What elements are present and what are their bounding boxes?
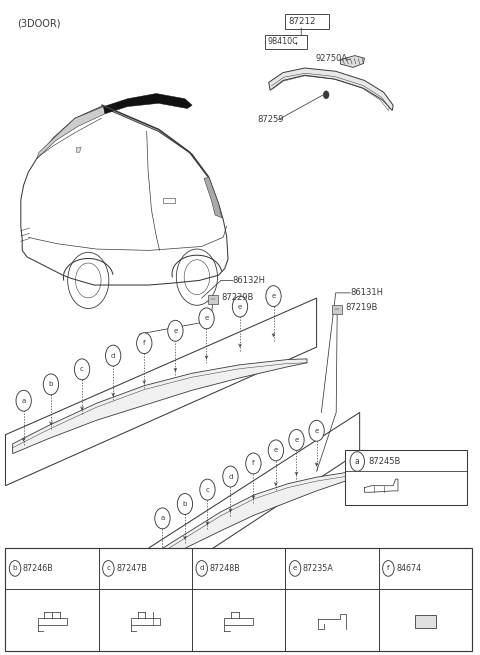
Text: e: e bbox=[293, 565, 297, 571]
Circle shape bbox=[74, 359, 90, 380]
Circle shape bbox=[289, 430, 304, 451]
Bar bbox=[163, 198, 175, 203]
Circle shape bbox=[43, 374, 59, 395]
Circle shape bbox=[200, 479, 215, 500]
Text: (3DOOR): (3DOOR) bbox=[17, 19, 61, 29]
Text: e: e bbox=[204, 315, 209, 322]
Bar bbox=[208, 295, 217, 304]
Circle shape bbox=[223, 466, 238, 487]
Circle shape bbox=[232, 296, 248, 317]
Polygon shape bbox=[340, 56, 364, 67]
Polygon shape bbox=[269, 68, 393, 111]
Text: b: b bbox=[183, 501, 187, 507]
Text: f: f bbox=[252, 460, 255, 466]
Circle shape bbox=[168, 320, 183, 341]
Text: 84674: 84674 bbox=[396, 564, 421, 573]
Bar bbox=[5, 548, 472, 651]
Polygon shape bbox=[204, 177, 222, 217]
Text: 98410C: 98410C bbox=[268, 37, 299, 47]
Circle shape bbox=[323, 91, 329, 99]
Text: 87247B: 87247B bbox=[116, 564, 147, 573]
Bar bbox=[131, 618, 160, 625]
Text: 87219B: 87219B bbox=[345, 303, 378, 312]
Text: 87248B: 87248B bbox=[209, 564, 240, 573]
Text: e: e bbox=[238, 303, 242, 310]
Circle shape bbox=[268, 440, 284, 461]
Text: 87212: 87212 bbox=[288, 17, 316, 26]
Circle shape bbox=[137, 333, 152, 354]
FancyBboxPatch shape bbox=[265, 35, 307, 49]
Text: a: a bbox=[355, 457, 360, 466]
Polygon shape bbox=[12, 359, 307, 454]
Polygon shape bbox=[76, 147, 81, 153]
Polygon shape bbox=[36, 107, 105, 159]
Text: c: c bbox=[205, 487, 209, 493]
Circle shape bbox=[155, 508, 170, 529]
Polygon shape bbox=[153, 472, 355, 565]
Circle shape bbox=[199, 308, 214, 329]
Text: 87229B: 87229B bbox=[222, 293, 254, 302]
Circle shape bbox=[309, 421, 324, 441]
Text: 87245B: 87245B bbox=[368, 457, 401, 466]
Circle shape bbox=[266, 286, 281, 307]
Bar bbox=[37, 618, 67, 625]
Text: f: f bbox=[143, 340, 145, 346]
Circle shape bbox=[289, 561, 301, 576]
Text: e: e bbox=[274, 447, 278, 453]
Circle shape bbox=[350, 452, 364, 472]
Circle shape bbox=[196, 561, 207, 576]
Circle shape bbox=[246, 453, 261, 474]
Circle shape bbox=[383, 561, 394, 576]
Text: d: d bbox=[228, 474, 233, 479]
Text: a: a bbox=[22, 398, 26, 403]
Bar bbox=[345, 450, 468, 505]
Text: e: e bbox=[314, 428, 319, 434]
Text: d: d bbox=[199, 565, 204, 571]
Text: 86132H: 86132H bbox=[233, 276, 266, 285]
Circle shape bbox=[177, 493, 192, 514]
Text: 87235A: 87235A bbox=[303, 564, 334, 573]
Text: 86131H: 86131H bbox=[350, 288, 383, 297]
Bar bbox=[332, 305, 342, 314]
Text: e: e bbox=[271, 293, 276, 299]
Bar bbox=[224, 618, 253, 625]
Text: b: b bbox=[13, 565, 17, 571]
Circle shape bbox=[106, 345, 121, 366]
Text: e: e bbox=[173, 328, 178, 334]
Text: c: c bbox=[107, 565, 110, 571]
Text: d: d bbox=[111, 352, 115, 358]
Circle shape bbox=[103, 561, 114, 576]
Text: e: e bbox=[294, 437, 299, 443]
Circle shape bbox=[16, 390, 31, 411]
Text: a: a bbox=[160, 515, 165, 521]
FancyBboxPatch shape bbox=[285, 14, 329, 29]
Polygon shape bbox=[104, 94, 192, 114]
Text: 87259: 87259 bbox=[258, 115, 284, 124]
Circle shape bbox=[9, 561, 21, 576]
Text: 92750A: 92750A bbox=[316, 54, 348, 64]
Text: 87246B: 87246B bbox=[23, 564, 53, 573]
Text: b: b bbox=[49, 381, 53, 387]
Text: c: c bbox=[80, 366, 84, 372]
Text: f: f bbox=[387, 565, 390, 571]
Bar bbox=[415, 615, 436, 627]
